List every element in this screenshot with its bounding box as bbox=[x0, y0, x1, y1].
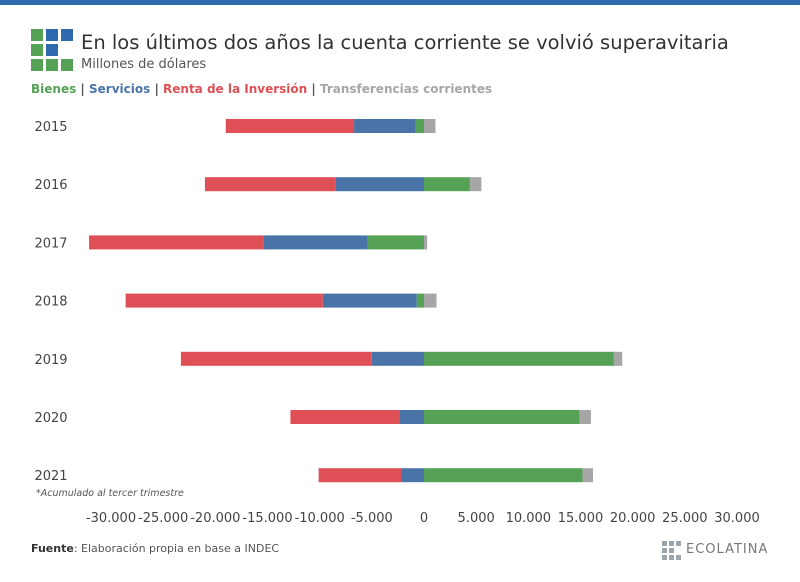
x-tick-label: 30.000 bbox=[714, 511, 760, 526]
bar-transferencias-corrientes-2019 bbox=[613, 351, 623, 366]
legend-item-bienes: Bienes bbox=[31, 82, 77, 96]
bar-renta-de-la-inversion-2017 bbox=[89, 235, 264, 250]
bar-transferencias-corrientes-2017 bbox=[424, 235, 428, 250]
bar-servicios-2020 bbox=[400, 410, 424, 424]
bar-bienes-2015 bbox=[415, 119, 424, 133]
bar-servicios-2019 bbox=[371, 351, 424, 366]
legend-separator: | bbox=[311, 82, 316, 96]
year-label-2015: 2015 bbox=[34, 120, 67, 135]
top-accent-bar bbox=[0, 0, 800, 5]
source-note: Fuente: Elaboración propia en base a IND… bbox=[31, 542, 279, 555]
bar-bienes-2019 bbox=[424, 351, 614, 366]
brand-wordmark: ECOLATINA bbox=[686, 542, 769, 557]
year-label-2018: 2018 bbox=[34, 295, 67, 310]
bar-renta-de-la-inversion-2019 bbox=[180, 351, 372, 366]
legend-item-servicios: Servicios bbox=[89, 82, 151, 96]
bar-transferencias-corrientes-2016 bbox=[469, 177, 482, 192]
bar-servicios-2016 bbox=[335, 177, 424, 192]
legend-separator: | bbox=[154, 82, 159, 96]
ecolatina-logo-icon bbox=[31, 29, 73, 71]
year-label-2017: 2017 bbox=[34, 236, 67, 251]
x-tick-label: 5.000 bbox=[458, 511, 495, 526]
chart-subtitle: Millones de dólares bbox=[81, 57, 207, 72]
legend: Bienes | Servicios | Renta de la Inversi… bbox=[31, 82, 492, 96]
bar-renta-de-la-inversion-2020 bbox=[290, 410, 401, 424]
footnote: *Acumulado al tercer trimestre bbox=[36, 488, 184, 499]
x-tick-label: -25.000 bbox=[138, 511, 188, 526]
bar-servicios-2021 bbox=[401, 468, 424, 483]
stacked-bar-chart: 2015 2016 2017 2018 2019 2020 2021 -30.000 -25.0… bbox=[34, 119, 760, 526]
bar-bienes-2021 bbox=[424, 468, 583, 483]
x-tick-label: 10.000 bbox=[506, 511, 552, 526]
legend-item-transferencias: Transferencias corrientes bbox=[319, 82, 493, 96]
source-text: : Elaboración propia en base a INDEC bbox=[73, 542, 280, 555]
bar-renta-de-la-inversion-2016 bbox=[204, 177, 336, 192]
bar-bienes-2017 bbox=[367, 235, 424, 250]
x-tick-label: -30.000 bbox=[86, 511, 136, 526]
legend-item-renta: Renta de la Inversión bbox=[163, 82, 308, 96]
bar-renta-de-la-inversion-2015 bbox=[225, 119, 355, 133]
source-label: Fuente bbox=[31, 542, 74, 555]
legend-separator: | bbox=[80, 82, 85, 96]
year-label-2021: 2021 bbox=[34, 469, 67, 484]
x-tick-label: 0 bbox=[420, 511, 428, 526]
x-tick-label: 25.000 bbox=[662, 511, 708, 526]
bar-transferencias-corrientes-2015 bbox=[424, 119, 436, 133]
x-tick-label: 20.000 bbox=[610, 511, 656, 526]
bar-transferencias-corrientes-2018 bbox=[424, 293, 437, 308]
bar-bienes-2016 bbox=[424, 177, 470, 192]
bar-bienes-2020 bbox=[424, 410, 580, 424]
year-label-2019: 2019 bbox=[34, 353, 67, 368]
bar-bienes-2018 bbox=[416, 293, 424, 308]
year-label-2016: 2016 bbox=[34, 178, 67, 193]
bar-renta-de-la-inversion-2021 bbox=[318, 468, 402, 483]
bar-transferencias-corrientes-2021 bbox=[582, 468, 594, 483]
x-tick-label: -15.000 bbox=[242, 511, 292, 526]
ecolatina-brand-icon bbox=[662, 541, 681, 560]
year-label-2020: 2020 bbox=[34, 411, 67, 426]
bar-transferencias-corrientes-2020 bbox=[579, 410, 591, 424]
bar-servicios-2015 bbox=[354, 119, 416, 133]
chart-title: En los últimos dos años la cuenta corrie… bbox=[81, 31, 729, 54]
bar-renta-de-la-inversion-2018 bbox=[125, 293, 323, 308]
bar-servicios-2017 bbox=[263, 235, 368, 250]
x-tick-label: 15.000 bbox=[558, 511, 604, 526]
x-tick-label: -10.000 bbox=[295, 511, 345, 526]
x-tick-label: -20.000 bbox=[190, 511, 240, 526]
bar-servicios-2018 bbox=[322, 293, 417, 308]
x-tick-label: -5.000 bbox=[351, 511, 393, 526]
